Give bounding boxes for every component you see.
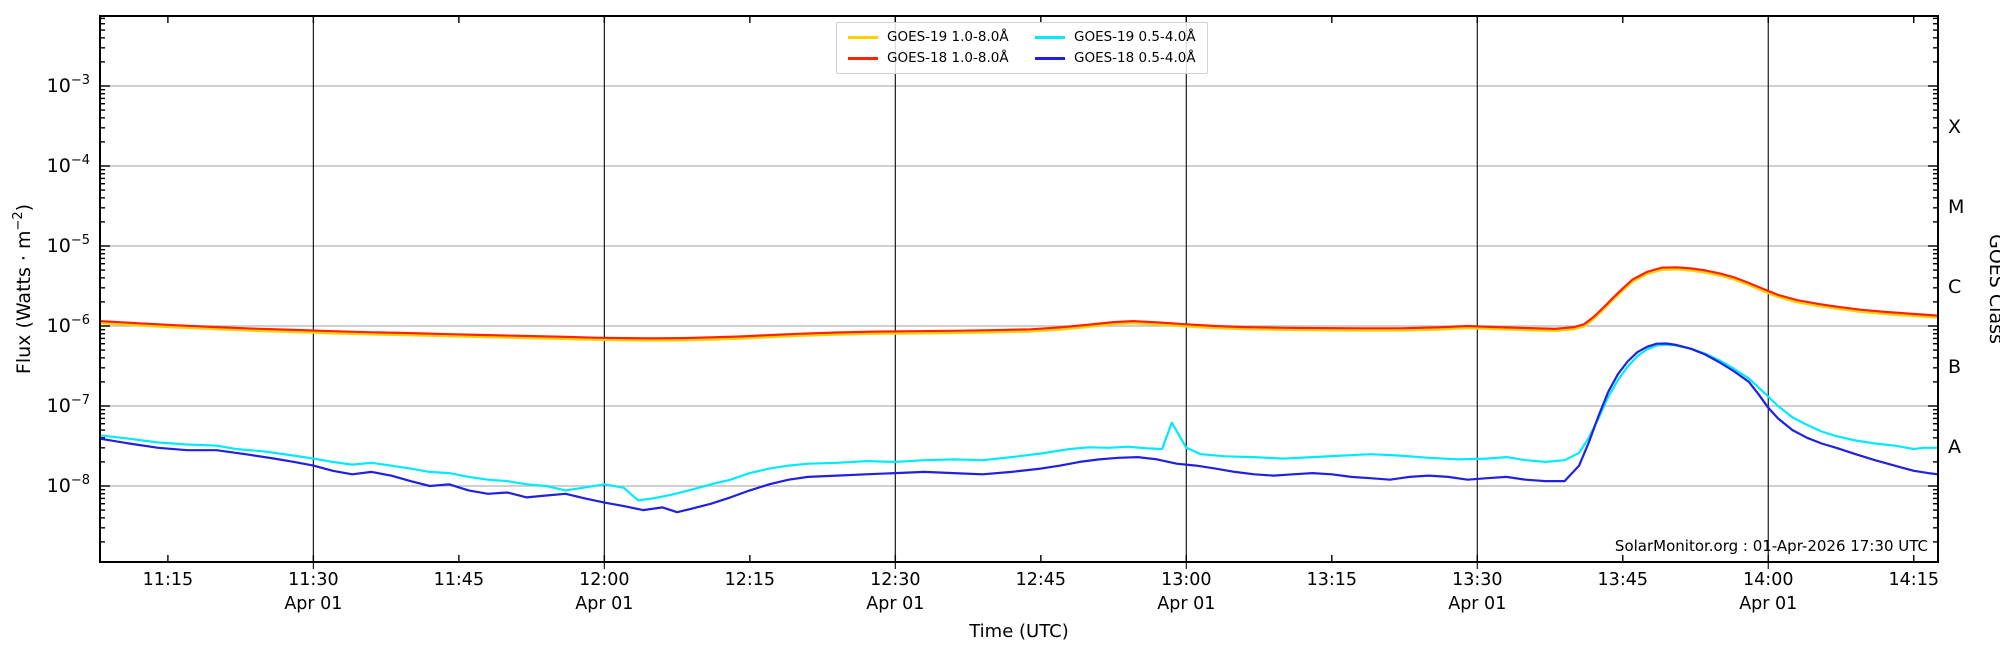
legend-swatch-goes18-short [1035,56,1065,60]
series-line-goes18-long [98,266,1940,340]
series-line-goes19-long [98,268,1940,342]
x-tick-label-12:30: 12:30 [870,570,920,590]
y-tick-label-1e-4: 10−4 [47,153,90,177]
goes-class-letter-x: X [1948,116,1961,138]
x-date-label-12:00: Apr 01 [575,594,633,614]
flux-series-lines [98,266,1940,514]
x-date-label-11:30: Apr 01 [284,594,342,614]
x-tick-label-14:00: 14:00 [1743,570,1793,590]
solarmonitor-credit: SolarMonitor.org : 01-Apr-2026 17:30 UTC [1615,537,1928,555]
y-tick-label-1e-3: 10−3 [47,73,90,97]
axis-ticks [100,16,1938,562]
x-tick-labels: 11:15 11:30 11:45 12:00 12:15 12:30 12:45 13:00… [143,570,1939,614]
legend-label-goes18-short: GOES-18 0.5-4.0Å [1074,49,1196,66]
x-tick-label-13:30: 13:30 [1452,570,1502,590]
legend-item-goes19-long: GOES-19 1.0-8.0Å [848,30,1009,45]
legend-label-goes18-long: GOES-18 1.0-8.0Å [887,49,1009,66]
goes-class-letter-m: M [1948,196,1964,218]
x-tick-label-11:30: 11:30 [288,570,338,590]
x-date-label-14:00: Apr 01 [1739,594,1797,614]
goes-class-letter-c: C [1948,276,1961,298]
legend-swatch-goes19-long [848,35,878,39]
horizontal-gridlines [100,85,1938,487]
x-tick-label-11:45: 11:45 [434,570,484,590]
legend-swatch-goes18-long [848,56,878,60]
x-tick-label-13:15: 13:15 [1307,570,1357,590]
x-tick-label-12:15: 12:15 [725,570,775,590]
legend-item-goes19-short: GOES-19 0.5-4.0Å [1035,30,1196,45]
legend-item-goes18-short: GOES-18 0.5-4.0Å [1035,49,1196,66]
x-tick-label-11:15: 11:15 [143,570,193,590]
x-tick-label-13:45: 13:45 [1598,570,1648,590]
y-tick-label-1e-7: 10−7 [47,393,90,417]
legend-label-goes19-long: GOES-19 1.0-8.0Å [887,29,1009,45]
legend-item-goes18-long: GOES-18 1.0-8.0Å [848,49,1009,66]
y-tick-label-1e-8: 10−8 [47,473,90,497]
x-date-label-13:30: Apr 01 [1448,594,1506,614]
plot-border [99,15,1939,563]
x-date-label-12:30: Apr 01 [866,594,924,614]
goes-class-letter-b: B [1948,356,1961,378]
legend-swatch-goes19-short [1035,35,1065,39]
goes-class-letter-a: A [1948,436,1961,458]
y-axis-label: Flux (Watts · m−2) [11,204,35,374]
series-line-goes19-short [98,343,1940,502]
goes-class-letters: X M C B A [1948,116,1964,458]
goes-class-axis-label: GOES Class [1985,234,2000,344]
x-tick-label-13:00: 13:00 [1161,570,1211,590]
x-date-label-13:00: Apr 01 [1157,594,1215,614]
legend-label-goes19-short: GOES-19 0.5-4.0Å [1074,29,1196,45]
x-tick-label-12:45: 12:45 [1016,570,1066,590]
legend: GOES-19 1.0-8.0Å GOES-18 1.0-8.0Å GOES-19 … [836,22,1208,74]
y-tick-label-1e-5: 10−5 [47,233,90,257]
y-tick-labels: 10−3 10−4 10−5 10−6 10−7 10−8 [47,73,90,497]
y-tick-label-1e-6: 10−6 [47,313,90,337]
x-axis-label: Time (UTC) [968,621,1069,642]
series-line-goes18-short [98,342,1940,514]
x-tick-label-14:15: 14:15 [1889,570,1939,590]
x-tick-label-12:00: 12:00 [579,570,629,590]
